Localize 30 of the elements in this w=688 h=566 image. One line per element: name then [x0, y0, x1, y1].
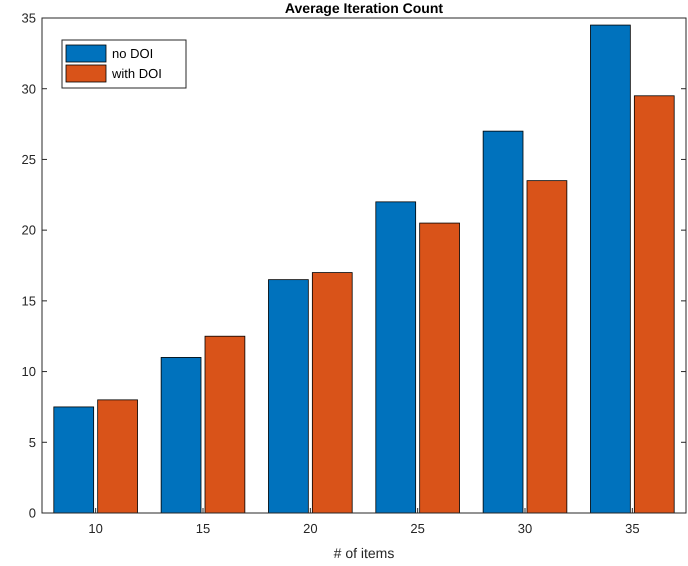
bar: [482, 130, 524, 514]
bar: [375, 201, 416, 514]
y-tick-label: 0: [28, 506, 36, 521]
y-tick-label: 10: [22, 364, 36, 380]
x-tick-label: 20: [303, 521, 318, 536]
legend-label: no DOI: [112, 46, 154, 61]
x-tick-label: 30: [518, 521, 532, 536]
bar: [53, 406, 94, 514]
x-tick-label: 10: [88, 521, 103, 536]
x-tick-label: 15: [196, 521, 210, 536]
x-tick-label: 35: [625, 521, 640, 536]
bar: [268, 279, 309, 514]
bar: [160, 357, 202, 514]
x-axis-title: # of items: [334, 545, 394, 561]
bar: [526, 180, 568, 514]
bar: [312, 272, 353, 514]
x-tick-label: 25: [410, 521, 425, 536]
y-tick-label: 30: [22, 81, 36, 96]
y-tick-label: 25: [22, 152, 36, 167]
y-tick-label: 5: [28, 434, 36, 450]
bar: [204, 336, 246, 514]
y-tick-label: 35: [22, 10, 36, 26]
y-tick-label: 15: [22, 293, 36, 308]
legend-label: with DOI: [111, 66, 162, 81]
bar: [419, 222, 460, 514]
bar: [590, 24, 631, 514]
bar: [97, 399, 138, 514]
y-tick-label: 20: [22, 222, 36, 238]
chart-title: Average Iteration Count: [284, 0, 444, 16]
bar: [634, 95, 675, 514]
